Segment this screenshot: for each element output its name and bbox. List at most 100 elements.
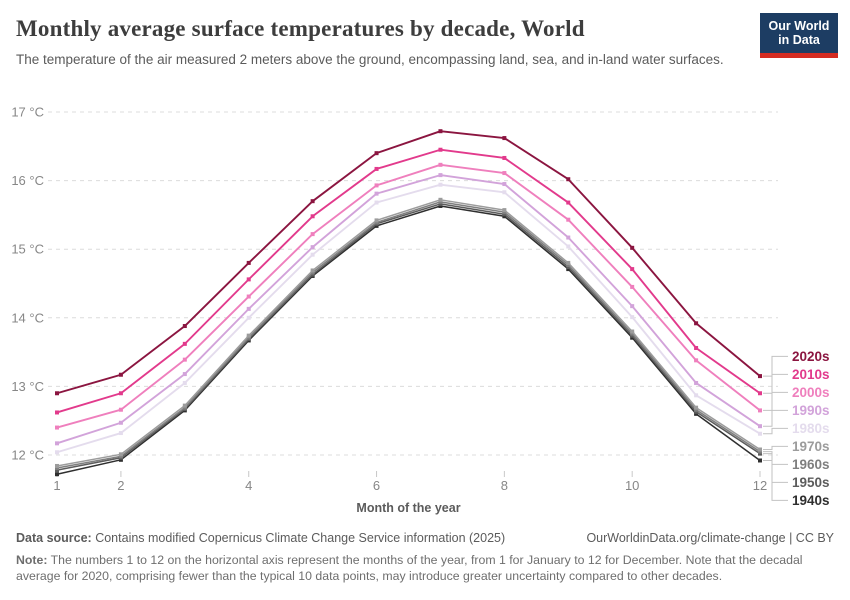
legend-connector-1940s <box>763 459 788 501</box>
y-tick-label-15: 15 °C <box>11 242 44 257</box>
data-point-2020s-m9 <box>566 177 571 182</box>
series-line-1960s <box>56 201 761 469</box>
legend-connector-2020s <box>763 355 788 377</box>
data-point-1950s-m11 <box>694 409 699 414</box>
legend-label-2000s[interactable]: 2000s <box>792 385 830 400</box>
data-point-1990s-m1 <box>55 441 59 446</box>
data-point-1990s-m4 <box>246 306 251 311</box>
data-point-1960s-m9 <box>566 262 571 267</box>
data-point-1980s-m5 <box>310 252 315 257</box>
data-point-1960s-m1 <box>55 466 59 471</box>
data-point-1960s-m5 <box>310 270 315 275</box>
data-point-1950s-m7 <box>438 201 443 206</box>
data-point-1950s-m5 <box>310 272 315 277</box>
y-tick-label-14: 14 °C <box>11 310 44 325</box>
chart-subtitle: The temperature of the air measured 2 me… <box>16 52 724 67</box>
owid-logo-line2: in Data <box>778 33 820 48</box>
data-point-1990s-m6 <box>374 191 379 196</box>
data-point-1940s-m7 <box>438 203 443 208</box>
data-point-2010s-m6 <box>374 166 379 171</box>
legend-label-1950s[interactable]: 1950s <box>792 475 830 490</box>
data-point-1960s-m10 <box>630 331 635 336</box>
x-axis-title: Month of the year <box>356 501 460 515</box>
legend-label-1990s[interactable]: 1990s <box>792 403 830 418</box>
note-label: Note: <box>16 553 48 567</box>
data-point-1940s-m10 <box>630 335 635 340</box>
legend-label-1940s[interactable]: 1940s <box>792 493 830 508</box>
data-point-1990s-m11 <box>694 380 699 385</box>
legend-label-1980s[interactable]: 1980s <box>792 421 830 436</box>
data-point-2010s-m10 <box>630 267 635 272</box>
data-point-2000s-m5 <box>310 232 315 237</box>
data-point-1950s-m8 <box>502 212 507 217</box>
data-point-2020s-m2 <box>118 372 123 377</box>
data-point-1940s-m8 <box>502 214 507 219</box>
data-point-2020s-m12 <box>757 374 762 379</box>
owid-logo-line1: Our World <box>768 19 830 33</box>
data-point-1990s-m7 <box>438 173 443 178</box>
data-point-1980s-m7 <box>438 182 443 187</box>
data-point-1990s-m8 <box>502 182 507 187</box>
data-point-1960s-m4 <box>246 335 251 340</box>
data-point-1970s-m2 <box>118 452 123 457</box>
data-point-1970s-m1 <box>55 463 59 468</box>
data-point-2010s-m8 <box>502 155 507 160</box>
data-point-1960s-m3 <box>182 405 187 410</box>
x-tick-label-2: 2 <box>117 478 124 493</box>
legend-label-1960s[interactable]: 1960s <box>792 457 830 472</box>
data-point-1970s-m8 <box>502 208 507 213</box>
data-point-1970s-m12 <box>757 447 762 452</box>
data-point-1940s-m6 <box>374 223 379 228</box>
data-point-2010s-m11 <box>694 345 699 350</box>
x-tick-label-8: 8 <box>501 478 508 493</box>
data-point-2000s-m7 <box>438 162 443 167</box>
data-point-1950s-m12 <box>757 451 762 456</box>
legend-label-2010s[interactable]: 2010s <box>792 367 830 382</box>
series-line-2020s <box>56 130 761 395</box>
data-point-2010s-m5 <box>310 214 315 219</box>
data-point-2010s-m9 <box>566 200 571 205</box>
data-point-1980s-m11 <box>694 393 699 398</box>
data-point-1980s-m12 <box>757 431 762 436</box>
data-point-2020s-m5 <box>310 199 315 204</box>
data-point-1980s-m4 <box>246 315 251 320</box>
data-point-2000s-m9 <box>566 217 571 222</box>
data-point-1940s-m1 <box>55 472 59 477</box>
x-tick-label-1: 1 <box>53 478 60 493</box>
legend-label-2020s[interactable]: 2020s <box>792 349 830 364</box>
data-point-1980s-m2 <box>118 431 123 436</box>
page-title: Monthly average surface temperatures by … <box>16 16 585 41</box>
data-point-2000s-m2 <box>118 407 123 412</box>
data-point-1940s-m9 <box>566 267 571 272</box>
data-point-1970s-m4 <box>246 333 251 338</box>
data-point-1940s-m12 <box>757 458 762 463</box>
x-tick-label-10: 10 <box>625 478 639 493</box>
data-point-1950s-m9 <box>566 265 571 270</box>
data-point-1960s-m7 <box>438 199 443 204</box>
data-point-2020s-m1 <box>55 391 59 396</box>
data-point-1960s-m6 <box>374 220 379 225</box>
data-point-1990s-m12 <box>757 424 762 429</box>
data-point-2000s-m8 <box>502 171 507 176</box>
data-point-2020s-m8 <box>502 136 507 141</box>
data-point-1990s-m5 <box>310 245 315 250</box>
legend-label-1970s[interactable]: 1970s <box>792 439 830 454</box>
owid-url-link[interactable]: OurWorldinData.org/climate-change | CC B… <box>586 531 834 545</box>
data-point-1990s-m3 <box>182 372 187 377</box>
data-point-2020s-m7 <box>438 129 443 134</box>
data-point-1980s-m8 <box>502 190 507 195</box>
data-point-1990s-m9 <box>566 235 571 240</box>
owid-logo[interactable]: Our World in Data <box>760 13 838 58</box>
data-point-1980s-m3 <box>182 380 187 385</box>
series-line-2000s <box>56 163 761 429</box>
data-point-1940s-m11 <box>694 411 699 416</box>
y-tick-label-16: 16 °C <box>11 173 44 188</box>
data-point-2010s-m2 <box>118 391 123 396</box>
legend-connector-1980s <box>763 427 788 435</box>
data-point-2020s-m3 <box>182 324 187 329</box>
chart-note: Note: The numbers 1 to 12 on the horizon… <box>16 552 834 585</box>
data-point-2010s-m7 <box>438 147 443 152</box>
data-point-1940s-m2 <box>118 457 123 462</box>
chart-footer: Data source: Contains modified Copernicu… <box>16 531 834 585</box>
